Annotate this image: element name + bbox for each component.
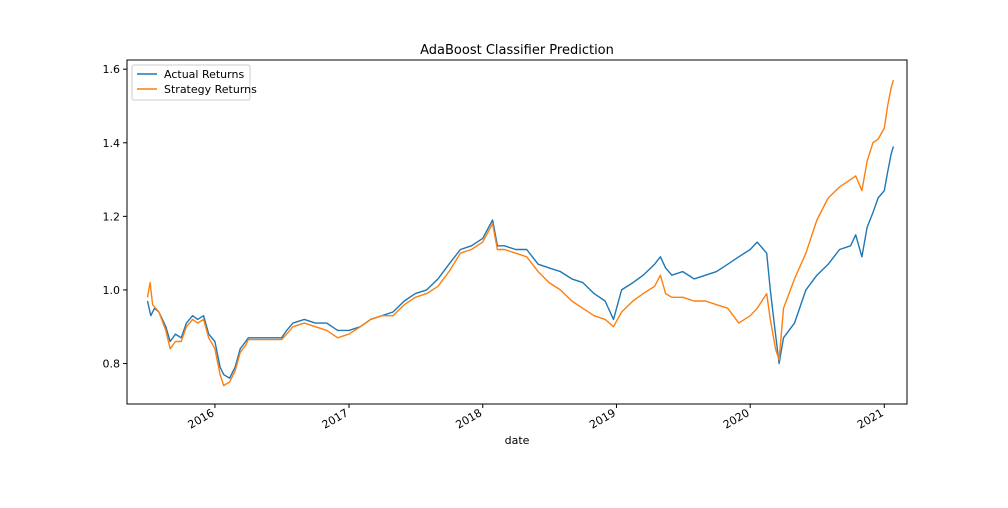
plot-frame <box>126 59 908 405</box>
legend: Actual Returns Strategy Returns <box>131 64 257 101</box>
series-line-strategy-returns <box>146 80 895 387</box>
y-tick-label: 1.2 <box>103 210 121 223</box>
y-tick-label: 1.4 <box>103 137 121 150</box>
legend-box <box>131 64 251 101</box>
y-tick-label: 1.0 <box>103 284 121 297</box>
series-line-actual-returns <box>146 146 895 379</box>
chart-title: AdaBoost Classifier Prediction <box>420 43 614 58</box>
x-axis-label: date <box>505 434 530 447</box>
series-lines <box>146 80 895 387</box>
y-tick-label: 1.6 <box>103 63 121 76</box>
y-tick-label: 0.8 <box>103 358 121 371</box>
legend-label-strategy-returns: Strategy Returns <box>164 83 257 96</box>
legend-label-actual-returns: Actual Returns <box>164 68 244 81</box>
